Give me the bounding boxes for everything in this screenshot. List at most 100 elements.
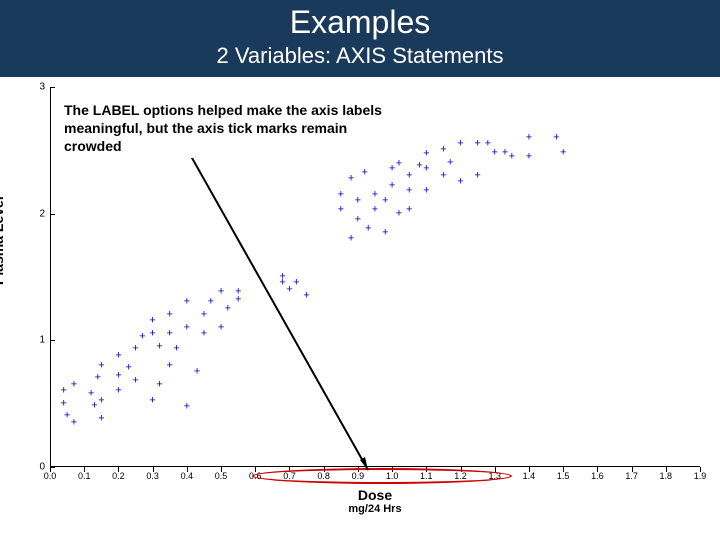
data-point: + [149, 316, 155, 327]
data-point: + [115, 350, 121, 361]
data-point: + [502, 147, 508, 158]
data-point: + [98, 413, 104, 424]
data-point: + [396, 208, 402, 219]
data-point: + [560, 147, 566, 158]
data-point: + [286, 284, 292, 295]
slide-subtitle: 2 Variables: AXIS Statements [0, 43, 720, 69]
data-point: + [115, 386, 121, 397]
xtick-label: 1.4 [523, 471, 536, 481]
data-point: + [526, 151, 532, 162]
ytick-mark [50, 214, 55, 215]
data-point: + [218, 287, 224, 298]
data-point: + [132, 375, 138, 386]
data-point: + [167, 360, 173, 371]
data-point: + [338, 204, 344, 215]
ytick-label: 1 [39, 335, 45, 346]
data-point: + [225, 303, 231, 314]
data-point: + [293, 278, 299, 289]
xtick-label: 1.8 [660, 471, 673, 481]
data-point: + [416, 160, 422, 171]
data-point: + [406, 185, 412, 196]
data-point: + [447, 158, 453, 169]
data-point: + [396, 159, 402, 170]
data-point: + [389, 180, 395, 191]
data-point: + [149, 329, 155, 340]
data-point: + [423, 164, 429, 175]
data-point: + [139, 331, 145, 342]
data-point: + [194, 367, 200, 378]
data-point: + [64, 411, 70, 422]
data-point: + [348, 174, 354, 185]
x-axis-sublabel: mg/24 Hrs [50, 503, 700, 515]
data-point: + [184, 322, 190, 333]
data-point: + [372, 204, 378, 215]
data-point: + [279, 278, 285, 289]
xtick-label: 1.7 [625, 471, 638, 481]
data-point: + [440, 145, 446, 156]
ytick-mark [50, 340, 55, 341]
chart-container: The LABEL options helped make the axis l… [0, 77, 720, 527]
y-axis-label: Plasma Level [0, 196, 6, 285]
data-point: + [406, 170, 412, 181]
data-point: + [156, 341, 162, 352]
ytick-mark [50, 87, 55, 88]
data-point: + [526, 132, 532, 143]
xtick-label: 0.0 [44, 471, 57, 481]
data-point: + [509, 151, 515, 162]
data-point: + [98, 396, 104, 407]
data-point: + [91, 401, 97, 412]
data-point: + [88, 388, 94, 399]
xtick-label: 0.5 [215, 471, 228, 481]
ytick-label: 2 [39, 208, 45, 219]
data-point: + [338, 189, 344, 200]
data-point: + [71, 417, 77, 428]
xtick-label: 1.5 [557, 471, 570, 481]
data-point: + [71, 379, 77, 390]
data-point: + [149, 396, 155, 407]
data-point: + [355, 215, 361, 226]
data-point: + [235, 287, 241, 298]
data-point: + [485, 139, 491, 150]
data-point: + [60, 386, 66, 397]
data-point: + [474, 170, 480, 181]
data-point: + [474, 139, 480, 150]
data-point: + [492, 147, 498, 158]
data-point: + [184, 402, 190, 413]
data-point: + [167, 329, 173, 340]
x-axis-label: Dose [50, 487, 700, 503]
data-point: + [208, 297, 214, 308]
data-point: + [98, 360, 104, 371]
data-point: + [201, 329, 207, 340]
data-point: + [355, 196, 361, 207]
data-point: + [382, 196, 388, 207]
data-point: + [372, 189, 378, 200]
highlight-ellipse-shape [252, 468, 512, 484]
slide-header: Examples 2 Variables: AXIS Statements [0, 0, 720, 77]
data-point: + [156, 379, 162, 390]
caption-text: The LABEL options helped make the axis l… [62, 99, 402, 158]
data-point: + [365, 223, 371, 234]
data-point: + [457, 177, 463, 188]
data-point: + [125, 363, 131, 374]
data-point: + [95, 373, 101, 384]
data-point: + [406, 204, 412, 215]
ytick-label: 3 [39, 82, 45, 93]
data-point: + [60, 398, 66, 409]
data-point: + [348, 234, 354, 245]
xtick-label: 1.6 [591, 471, 604, 481]
data-point: + [173, 344, 179, 355]
xtick-label: 0.3 [146, 471, 159, 481]
data-point: + [457, 139, 463, 150]
data-point: + [553, 132, 559, 143]
data-point: + [303, 291, 309, 302]
xtick-label: 0.2 [112, 471, 125, 481]
data-point: + [167, 310, 173, 321]
data-point: + [115, 370, 121, 381]
data-point: + [423, 185, 429, 196]
data-point: + [218, 322, 224, 333]
data-point: + [201, 310, 207, 321]
slide-title: Examples [0, 4, 720, 41]
data-point: + [132, 344, 138, 355]
data-point: + [362, 168, 368, 179]
xtick-label: 0.4 [181, 471, 194, 481]
